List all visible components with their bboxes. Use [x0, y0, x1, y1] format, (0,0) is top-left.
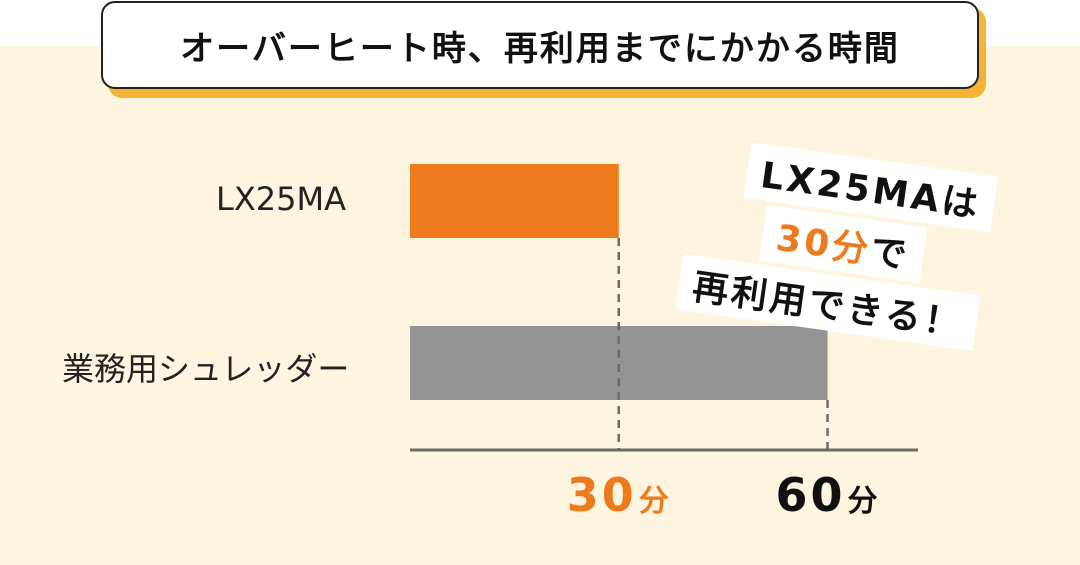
- x-tick-number-60: 60: [775, 468, 846, 522]
- category-label-business-shredder: 業務用シュレッダー: [62, 350, 350, 388]
- category-label-lx25ma: LX25MA: [216, 180, 346, 218]
- x-tick-label-60: 60 分: [776, 468, 878, 522]
- callout-line-2-suffix: で: [867, 231, 913, 278]
- x-tick-unit-60: 分: [847, 484, 878, 519]
- bar-lx25ma: [410, 164, 619, 238]
- x-tick-unit-30: 分: [638, 484, 669, 519]
- x-tick-number-30: 30: [566, 468, 637, 522]
- callout-highlight-value: 30分: [773, 217, 874, 272]
- chart-title: オーバーヒート時、再利用までにかかる時間: [101, 1, 979, 89]
- x-tick-label-30: 30 分: [567, 468, 669, 522]
